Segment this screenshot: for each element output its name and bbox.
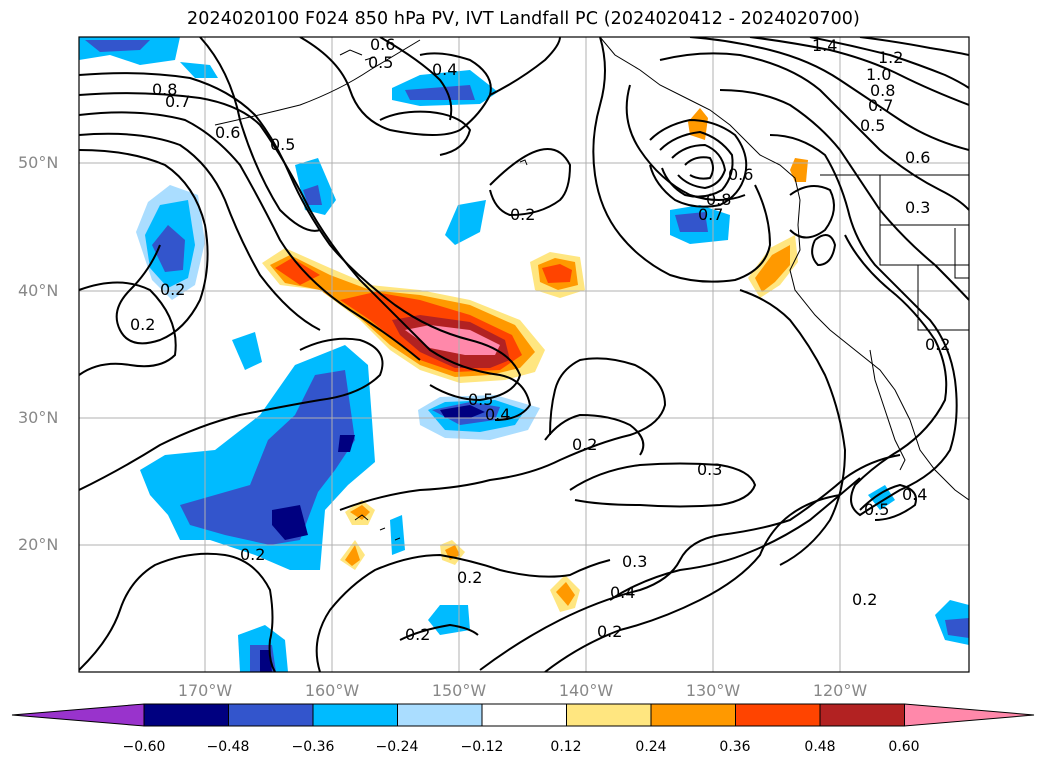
lat-label: 20°N [18,535,59,554]
colorbar-tick-label: 0.60 [888,739,920,755]
lon-label: 170°W [177,681,233,700]
colorbar-segment [228,703,314,727]
contour-label: 0.6 [370,35,395,54]
contour-label: 0.4 [610,583,635,602]
contour-label: 0.2 [240,545,265,564]
contour-label: 0.2 [457,568,482,587]
contour-label: 0.2 [160,280,185,299]
contour-label: 0.5 [864,500,889,519]
colorbar-tick-label: 0.12 [550,739,582,755]
colorbar-segment [312,703,398,727]
contour-label: 0.6 [728,165,753,184]
contour-label: 1.2 [878,48,903,67]
contour-label: 0.2 [925,335,950,354]
contour-label: 0.5 [468,390,493,409]
contour-label: 0.6 [905,148,930,167]
contour-label: 0.2 [405,625,430,644]
map-frame [78,36,970,673]
colorbar-segment [481,703,567,727]
colorbar-tick-label: −0.36 [291,739,335,755]
colorbar-segment [566,703,652,727]
colorbar-min-extension [11,703,145,727]
contour-label: 0.4 [902,485,927,504]
contour-label: 1.4 [812,36,837,55]
contour-label: 0.2 [510,205,535,224]
contour-label: 0.3 [697,460,722,479]
coastlines [214,37,969,541]
contour-label: 0.4 [485,405,510,424]
map-title: 2024020100 F024 850 hPa PV, IVT Landfall… [187,9,860,29]
ivt-contours [79,37,969,672]
contour-label: 0.2 [852,590,877,609]
lon-label: 120°W [812,681,868,700]
colorbar-tick-label: 0.24 [635,739,667,755]
lon-label: 150°W [431,681,487,700]
lon-label: 140°W [558,681,614,700]
contour-label: 0.5 [860,116,885,135]
colorbar-tick-label: −0.60 [122,739,166,755]
contour-label: 0.8 [152,80,177,99]
colorbar-segment [143,703,229,727]
colorbar-tick-label: 0.48 [804,739,836,755]
contour-label: 0.8 [706,190,731,209]
lon-label: 160°W [304,681,360,700]
colorbar-tick-label: 0.36 [719,739,751,755]
lat-label: 50°N [18,153,59,172]
colorbar-tick-label: −0.24 [375,739,419,755]
contour-label: 0.5 [368,53,393,72]
lon-label: 130°W [685,681,741,700]
contour-label: 0.7 [868,96,893,115]
contour-label: 0.3 [622,552,647,571]
colorbar-segment [650,703,736,727]
contour-label: 0.5 [270,135,295,154]
gridlines [79,37,969,672]
lat-label: 30°N [18,408,59,427]
contour-label: 0.8 [870,81,895,100]
north-america-coast [599,37,969,501]
colorbar-tick-label: −0.48 [206,739,250,755]
contour-label: 0.2 [597,622,622,641]
colorbar [11,703,1035,727]
colorbar-max-extension [904,703,1035,727]
colorbar-segment [397,703,483,727]
colorbar-segment [735,703,821,727]
contour-label: 0.3 [905,198,930,217]
contour-label: 0.6 [215,123,240,142]
shaded-pv-anomalies [79,37,969,672]
contour-label: 0.2 [572,435,597,454]
contour-label: 0.4 [432,60,457,79]
colorbar-segment [819,703,905,727]
lat-label: 40°N [18,281,59,300]
contour-label: 0.2 [130,315,155,334]
contour-labels: 0.6 0.5 0.4 0.8 0.7 0.6 0.5 1.4 1.2 1.0 … [130,35,950,644]
colorbar-tick-label: −0.12 [460,739,504,755]
contour-label: 0.7 [698,205,723,224]
contour-label: 1.0 [866,65,891,84]
contour-label: 0.7 [165,92,190,111]
